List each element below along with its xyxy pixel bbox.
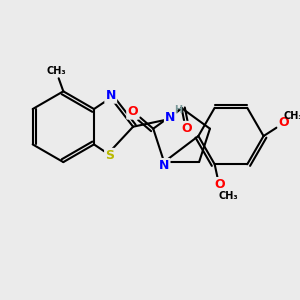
Text: N: N bbox=[159, 159, 169, 172]
Text: O: O bbox=[181, 122, 192, 135]
Text: CH₃: CH₃ bbox=[219, 191, 238, 201]
Text: O: O bbox=[279, 116, 289, 130]
Text: CH₃: CH₃ bbox=[46, 66, 66, 76]
Text: H: H bbox=[174, 105, 182, 115]
Text: S: S bbox=[105, 149, 114, 162]
Text: N: N bbox=[165, 111, 176, 124]
Text: O: O bbox=[214, 178, 225, 191]
Text: CH₃: CH₃ bbox=[284, 110, 300, 121]
Text: N: N bbox=[106, 89, 116, 103]
Text: O: O bbox=[128, 105, 138, 119]
